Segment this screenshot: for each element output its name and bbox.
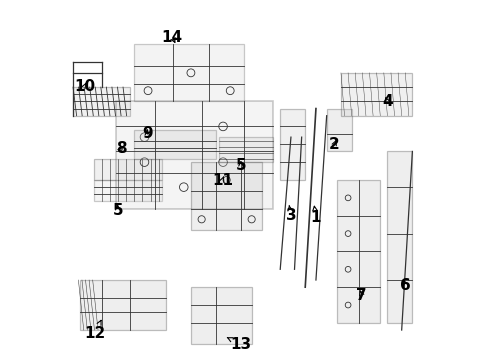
Text: 10: 10 xyxy=(74,79,95,94)
Polygon shape xyxy=(134,44,244,102)
Polygon shape xyxy=(280,109,305,180)
Text: 4: 4 xyxy=(381,94,392,109)
Polygon shape xyxy=(94,180,162,202)
Polygon shape xyxy=(80,280,165,330)
Text: 9: 9 xyxy=(142,126,152,141)
Text: 1: 1 xyxy=(310,206,321,225)
Polygon shape xyxy=(116,102,272,208)
Text: 5: 5 xyxy=(112,203,123,218)
Text: 11: 11 xyxy=(211,172,232,188)
Polygon shape xyxy=(73,87,130,116)
Text: 2: 2 xyxy=(328,137,339,152)
Text: 6: 6 xyxy=(399,278,410,293)
Text: 5: 5 xyxy=(235,158,246,173)
Text: 12: 12 xyxy=(83,320,105,341)
Polygon shape xyxy=(386,152,411,323)
Polygon shape xyxy=(190,162,262,230)
Polygon shape xyxy=(340,73,411,116)
Text: 14: 14 xyxy=(162,30,183,45)
Polygon shape xyxy=(337,180,380,323)
Polygon shape xyxy=(94,158,162,180)
Text: 8: 8 xyxy=(116,141,126,157)
Text: 13: 13 xyxy=(227,337,251,352)
Polygon shape xyxy=(326,109,351,152)
Polygon shape xyxy=(219,137,272,162)
Polygon shape xyxy=(190,287,251,344)
Text: 7: 7 xyxy=(356,288,366,302)
Text: 3: 3 xyxy=(285,206,296,223)
Polygon shape xyxy=(134,130,216,158)
